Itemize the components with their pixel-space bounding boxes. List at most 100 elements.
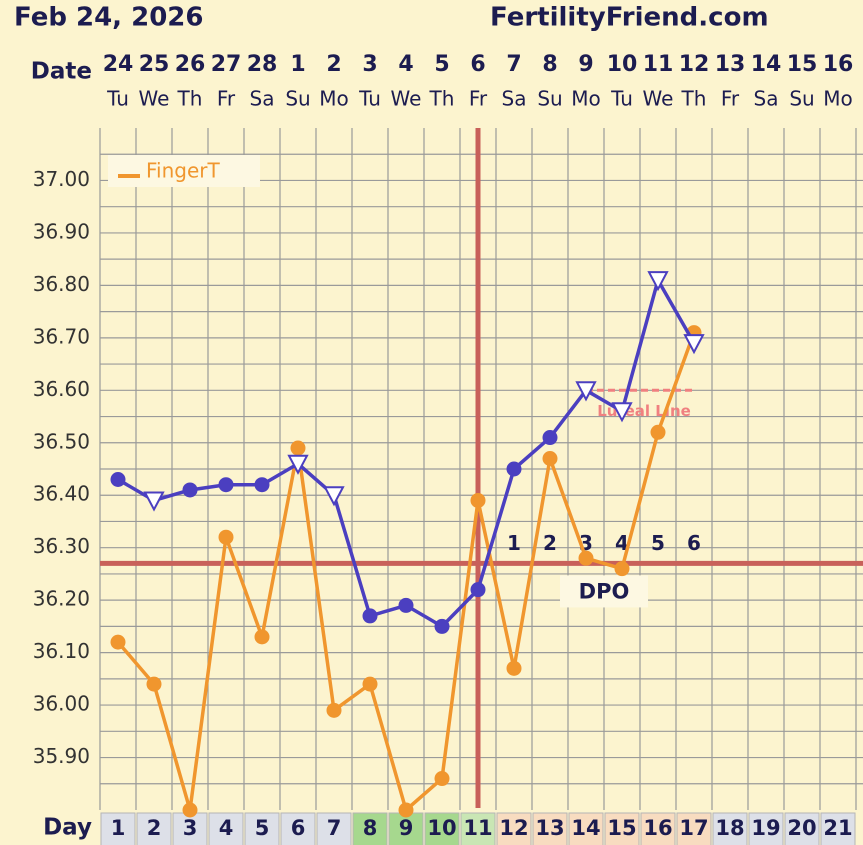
weekday-label: Th <box>429 87 455 111</box>
point-marker <box>182 482 198 498</box>
x-tick-label: 3 <box>183 816 198 840</box>
date-label: 11 <box>643 52 674 77</box>
weekday-label: Tu <box>358 87 381 111</box>
x-tick-label: 8 <box>363 816 378 840</box>
x-tick-label: 15 <box>607 816 636 840</box>
dpo-number: 5 <box>651 531 665 555</box>
x-tick-label: 17 <box>679 816 708 840</box>
point-marker <box>254 629 270 645</box>
day-cell <box>496 812 532 845</box>
point-marker <box>434 771 450 787</box>
weekday-label: Fr <box>721 87 740 111</box>
point-marker <box>218 529 234 545</box>
date-row-label: Date <box>31 59 92 85</box>
date-label: 27 <box>211 52 242 77</box>
legend-box <box>108 155 260 187</box>
date-label: 12 <box>679 52 710 77</box>
day-cell <box>676 812 712 845</box>
day-cell <box>640 812 676 845</box>
point-marker <box>326 702 342 718</box>
point-marker <box>110 634 126 650</box>
x-tick-label: 12 <box>499 816 528 840</box>
day-cell <box>136 812 172 845</box>
day-cell <box>604 812 640 845</box>
day-cell <box>172 812 208 845</box>
y-tick-label: 36.10 <box>33 639 90 663</box>
y-tick-label: 35.90 <box>33 744 90 768</box>
date-label: 28 <box>247 52 278 77</box>
day-cell <box>712 812 748 845</box>
day-cell <box>100 812 136 845</box>
day-cell <box>244 812 280 845</box>
weekday-label: Su <box>537 87 562 111</box>
weekday-label: Mo <box>823 87 853 111</box>
dpo-number: 2 <box>543 531 557 555</box>
x-tick-label: 18 <box>715 816 744 840</box>
y-tick-label: 36.40 <box>33 482 90 506</box>
weekday-label: We <box>391 87 422 111</box>
y-tick-label: 36.60 <box>33 377 90 401</box>
point-marker <box>470 582 486 598</box>
point-marker <box>650 424 666 440</box>
x-tick-label: 4 <box>219 816 234 840</box>
x-tick-label: 14 <box>571 816 600 840</box>
x-tick-label: 5 <box>255 816 270 840</box>
point-marker <box>398 597 414 613</box>
point-marker <box>470 492 486 508</box>
point-marker <box>542 451 558 467</box>
date-label: 5 <box>434 52 449 77</box>
weekday-label: Fr <box>217 87 236 111</box>
date-label: 6 <box>470 52 485 77</box>
day-cell <box>424 812 460 845</box>
date-label: 1 <box>290 52 305 77</box>
day-cell <box>316 812 352 845</box>
dpo-number: 6 <box>687 531 701 555</box>
point-marker <box>287 454 309 475</box>
weekday-label: We <box>139 87 170 111</box>
y-tick-label: 36.20 <box>33 587 90 611</box>
weekday-label: Su <box>285 87 310 111</box>
date-label: 15 <box>787 52 818 77</box>
weekday-label: Mo <box>571 87 601 111</box>
y-tick-label: 37.00 <box>33 167 90 191</box>
point-marker <box>611 402 633 423</box>
point-marker <box>323 486 345 507</box>
chart-title: Feb 24, 2026 <box>14 3 203 33</box>
day-cell <box>388 812 424 845</box>
day-cell <box>532 812 568 845</box>
date-label: 13 <box>715 52 746 77</box>
weekday-label: Th <box>681 87 707 111</box>
x-tick-label: 20 <box>787 816 816 840</box>
point-marker <box>506 461 522 477</box>
weekday-label: Sa <box>502 87 527 111</box>
point-marker <box>146 676 162 692</box>
point-marker <box>506 660 522 676</box>
point-marker <box>182 802 198 818</box>
date-label: 16 <box>823 52 854 77</box>
y-tick-label: 36.90 <box>33 219 90 243</box>
weekday-label: Tu <box>106 87 129 111</box>
point-marker <box>542 430 558 446</box>
x-tick-label: 21 <box>823 816 852 840</box>
date-label: 3 <box>362 52 377 77</box>
x-tick-label: 19 <box>751 816 780 840</box>
point-marker <box>614 561 630 577</box>
day-cell <box>820 812 856 845</box>
weekday-label: Mo <box>319 87 349 111</box>
date-label: 7 <box>506 52 521 77</box>
point-marker <box>362 608 378 624</box>
x-tick-label: 11 <box>463 816 492 840</box>
point-marker <box>647 271 669 292</box>
legend-label: FingerT <box>146 159 221 183</box>
day-cell <box>568 812 604 845</box>
day-cell <box>748 812 784 845</box>
day-cell <box>280 812 316 845</box>
x-tick-label: 10 <box>427 816 456 840</box>
y-tick-label: 36.00 <box>33 692 90 716</box>
weekday-label: Tu <box>610 87 633 111</box>
x-tick-label: 6 <box>291 816 306 840</box>
point-marker <box>254 477 270 493</box>
y-tick-label: 36.30 <box>33 534 90 558</box>
dpo-number: 1 <box>507 531 521 555</box>
